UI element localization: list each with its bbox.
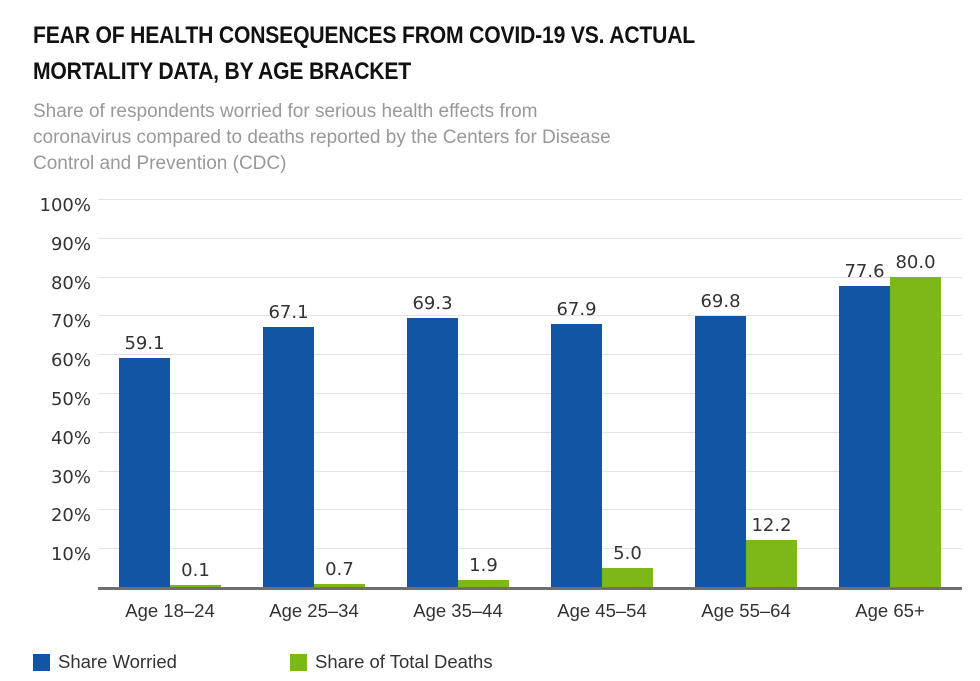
y-tick-label: 10% bbox=[50, 544, 91, 566]
bar-group: 67.1 0.7 bbox=[242, 202, 386, 587]
bar-group: 67.9 5.0 bbox=[530, 202, 674, 587]
y-tick-label: 30% bbox=[50, 466, 91, 488]
value-label: 0.7 bbox=[325, 559, 354, 581]
legend-item-share-worried: Share Worried bbox=[33, 651, 290, 673]
gridline bbox=[98, 470, 962, 472]
bar-share-worried: 77.6 bbox=[839, 261, 890, 587]
bar-share-worried: 69.8 bbox=[695, 292, 746, 587]
plot-area: 59.1 0.1 67.1 0.7 69.3 1.9 67.9 5.0 69.8 12.2 77.6… bbox=[98, 199, 962, 590]
legend-label-share-worried: Share Worried bbox=[58, 651, 177, 672]
bar-share-of-total-deaths: 1.9 bbox=[458, 555, 509, 587]
legend-label-share-of-total-deaths: Share of Total Deaths bbox=[315, 651, 493, 672]
bar-pair: 77.6 80.0 bbox=[839, 252, 941, 587]
legend: Share Worried Share of Total Deaths bbox=[33, 651, 962, 673]
bar-group: 59.1 0.1 bbox=[98, 202, 242, 587]
bar-share-of-total-deaths: 0.7 bbox=[314, 560, 365, 587]
gridline bbox=[98, 393, 962, 394]
bar-pair: 59.1 0.1 bbox=[119, 333, 221, 587]
value-label: 67.9 bbox=[556, 298, 597, 320]
chart-title: FEAR OF HEALTH CONSEQUENCES FROM COVID-1… bbox=[33, 22, 696, 85]
bar-share-of-total-deaths: 0.1 bbox=[170, 561, 221, 587]
legend-swatch-blue-icon bbox=[33, 653, 50, 671]
x-axis-label: Age 18–24 bbox=[125, 600, 215, 621]
x-axis-label: Age 55–64 bbox=[701, 600, 791, 621]
y-tick-label: 60% bbox=[50, 350, 91, 372]
bar-chart: 100% 90% 80% 70% 60% 50% 40% 30% 20% 10% 59.1 0.1 6… bbox=[33, 196, 962, 622]
x-axis: Age 18–24 Age 25–34 Age 35–44 Age 45–54 Age … bbox=[98, 600, 962, 622]
value-label: 12.2 bbox=[751, 514, 792, 536]
bar-share-worried: 59.1 bbox=[119, 333, 170, 587]
legend-item-share-of-total-deaths: Share of Total Deaths bbox=[290, 651, 493, 673]
x-axis-label: Age 65+ bbox=[855, 600, 925, 621]
bar-pair: 67.1 0.7 bbox=[263, 302, 365, 587]
value-label: 77.6 bbox=[844, 260, 885, 282]
gridline bbox=[98, 237, 962, 239]
bar-groups: 59.1 0.1 67.1 0.7 69.3 1.9 67.9 5.0 69.8 12.2 77.6… bbox=[98, 202, 962, 587]
gridline bbox=[98, 548, 962, 550]
bar-pair: 69.3 1.9 bbox=[407, 294, 509, 587]
y-tick-label: 70% bbox=[50, 311, 91, 333]
gridline bbox=[98, 431, 962, 433]
legend-swatch-green-icon bbox=[290, 653, 307, 671]
bar-pair: 67.9 5.0 bbox=[551, 299, 653, 587]
value-label: 69.8 bbox=[700, 291, 741, 313]
bar-share-of-total-deaths: 12.2 bbox=[746, 515, 797, 587]
value-label: 0.1 bbox=[181, 560, 210, 581]
bar-group: 77.6 80.0 bbox=[818, 202, 962, 587]
value-label: 67.1 bbox=[268, 301, 309, 323]
bar-group: 69.3 1.9 bbox=[386, 202, 530, 587]
gridline bbox=[98, 276, 962, 278]
x-axis-label: Age 25–34 bbox=[269, 600, 359, 621]
bar-pair: 69.8 12.2 bbox=[695, 292, 797, 587]
gridline bbox=[98, 315, 962, 317]
y-tick-label: 90% bbox=[50, 233, 91, 255]
y-axis: 100% 90% 80% 70% 60% 50% 40% 30% 20% 10% bbox=[33, 196, 98, 593]
gridline bbox=[98, 199, 962, 200]
value-label: 1.9 bbox=[469, 554, 498, 576]
bar-share-worried: 67.1 bbox=[263, 302, 314, 587]
gridline bbox=[98, 509, 962, 511]
y-tick-label: 50% bbox=[50, 389, 91, 410]
y-tick-label: 20% bbox=[50, 505, 91, 527]
gridline bbox=[98, 354, 962, 356]
x-axis-label: Age 45–54 bbox=[557, 600, 647, 621]
chart-subtitle: Share of respondents worried for serious… bbox=[33, 101, 611, 174]
bar-share-of-total-deaths: 80.0 bbox=[890, 252, 941, 587]
y-tick-label: 40% bbox=[50, 427, 91, 449]
value-label: 80.0 bbox=[895, 251, 936, 273]
x-axis-label: Age 35–44 bbox=[413, 600, 503, 621]
value-label: 59.1 bbox=[124, 332, 165, 354]
y-tick-label: 80% bbox=[50, 272, 91, 294]
bar-share-worried: 69.3 bbox=[407, 294, 458, 587]
bar-group: 69.8 12.2 bbox=[674, 202, 818, 587]
value-label: 5.0 bbox=[613, 542, 642, 564]
y-tick-label: 100% bbox=[39, 195, 91, 216]
bar-share-worried: 67.9 bbox=[551, 299, 602, 587]
bar-share-of-total-deaths: 5.0 bbox=[602, 543, 653, 587]
value-label: 69.3 bbox=[412, 293, 453, 315]
